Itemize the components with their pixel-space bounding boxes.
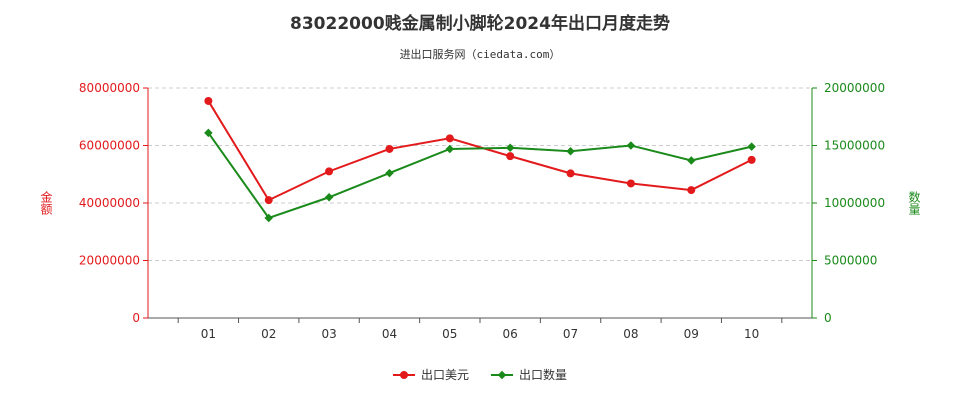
- x-tick-label: 09: [684, 327, 699, 341]
- data-point-export-usd: [264, 196, 273, 205]
- legend-swatch-export-usd: [392, 370, 415, 380]
- chart-title: 83022000贱金属制小脚轮2024年出口月度走势: [290, 14, 670, 34]
- x-tick-label: 05: [442, 327, 457, 341]
- right-axis-title: 数量: [907, 190, 921, 215]
- data-point-export-usd: [687, 186, 696, 195]
- data-point-export-qty: [505, 143, 515, 153]
- chart-legend: 出口美元 出口数量: [0, 366, 960, 383]
- right-tick-label: 20000000: [824, 81, 885, 95]
- left-tick-label: 60000000: [79, 139, 140, 153]
- chart-subtitle: 进出口服务网（ciedata.com）: [399, 48, 561, 61]
- data-point-export-usd: [566, 169, 575, 178]
- data-point-export-qty: [385, 168, 394, 178]
- data-point-export-qty: [747, 142, 756, 151]
- right-tick-label: 0: [824, 311, 832, 325]
- legend-item-export-usd[interactable]: 出口美元: [392, 366, 469, 383]
- x-tick-label: 02: [261, 327, 276, 341]
- x-tick-label: 10: [744, 327, 759, 341]
- data-point-export-qty: [204, 128, 213, 138]
- x-tick-label: 06: [503, 327, 518, 341]
- data-point-export-usd: [626, 179, 635, 188]
- x-tick-label: 04: [382, 327, 397, 341]
- data-point-export-qty: [687, 156, 696, 165]
- series-line-export-qty: [207, 132, 752, 220]
- data-point-export-qty: [445, 144, 455, 154]
- data-point-export-usd: [747, 155, 756, 164]
- data-point-export-qty: [324, 193, 334, 202]
- right-tick-label: 10000000: [824, 196, 885, 210]
- x-tick-label: 08: [623, 327, 638, 341]
- legend-item-export-qty[interactable]: 出口数量: [491, 366, 567, 383]
- data-point-export-usd: [385, 144, 394, 153]
- x-tick-label: 07: [563, 327, 578, 341]
- data-point-export-qty: [626, 141, 636, 150]
- right-tick-label: 15000000: [824, 139, 885, 153]
- data-point-export-usd: [445, 134, 454, 143]
- legend-swatch-export-qty: [491, 370, 513, 380]
- left-tick-label: 80000000: [79, 81, 140, 95]
- left-axis-title: 金额: [39, 190, 53, 216]
- x-tick-label: 03: [321, 327, 336, 341]
- data-point-export-qty: [264, 213, 273, 223]
- data-point-export-usd: [204, 96, 213, 105]
- left-tick-label: 0: [132, 311, 140, 325]
- x-tick-label: 01: [201, 327, 216, 341]
- left-tick-label: 20000000: [79, 254, 140, 268]
- right-tick-label: 5000000: [824, 254, 877, 268]
- data-point-export-usd: [506, 152, 515, 161]
- series-line-export-usd: [207, 100, 753, 202]
- legend-label-export-usd: 出口美元: [420, 368, 469, 382]
- data-point-export-qty: [566, 147, 575, 156]
- left-tick-label: 40000000: [79, 196, 140, 210]
- data-point-export-usd: [325, 167, 334, 176]
- legend-label-export-qty: 出口数量: [519, 368, 568, 382]
